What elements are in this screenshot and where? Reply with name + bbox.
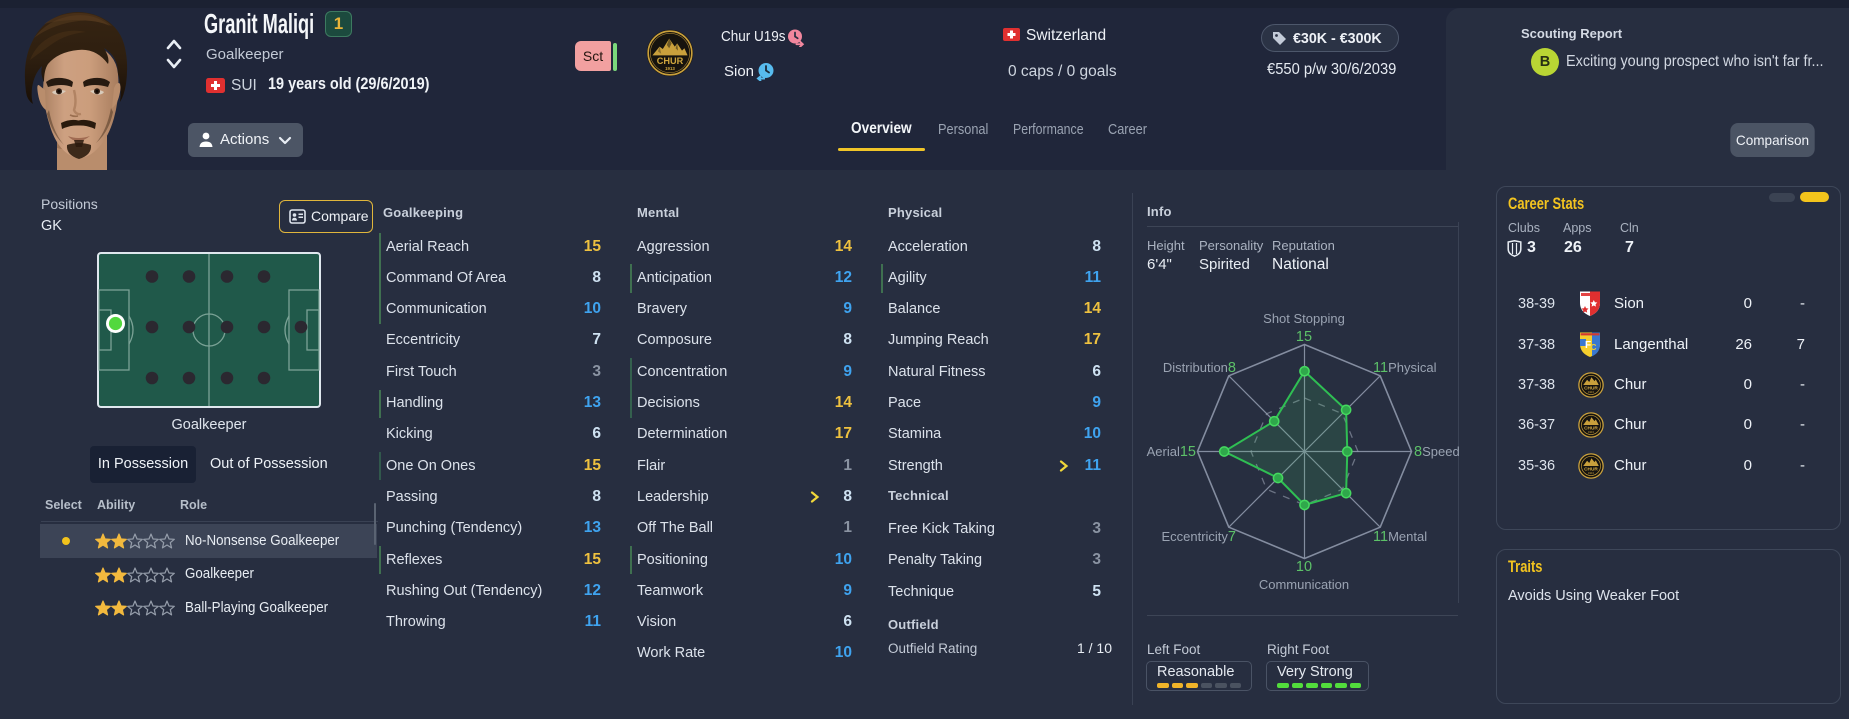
svg-text:CHUR: CHUR [1584, 425, 1598, 431]
svg-text:1913: 1913 [1588, 430, 1594, 434]
svg-text:C: C [1591, 343, 1597, 352]
svg-text:CHUR: CHUR [1584, 385, 1598, 391]
svg-text:1913: 1913 [1588, 471, 1594, 475]
svg-text:CHUR: CHUR [1584, 466, 1598, 472]
svg-text:CHUR: CHUR [657, 56, 684, 66]
svg-text:1913: 1913 [1588, 390, 1594, 394]
svg-text:1913: 1913 [665, 66, 675, 71]
svg-text:F: F [1585, 340, 1591, 351]
